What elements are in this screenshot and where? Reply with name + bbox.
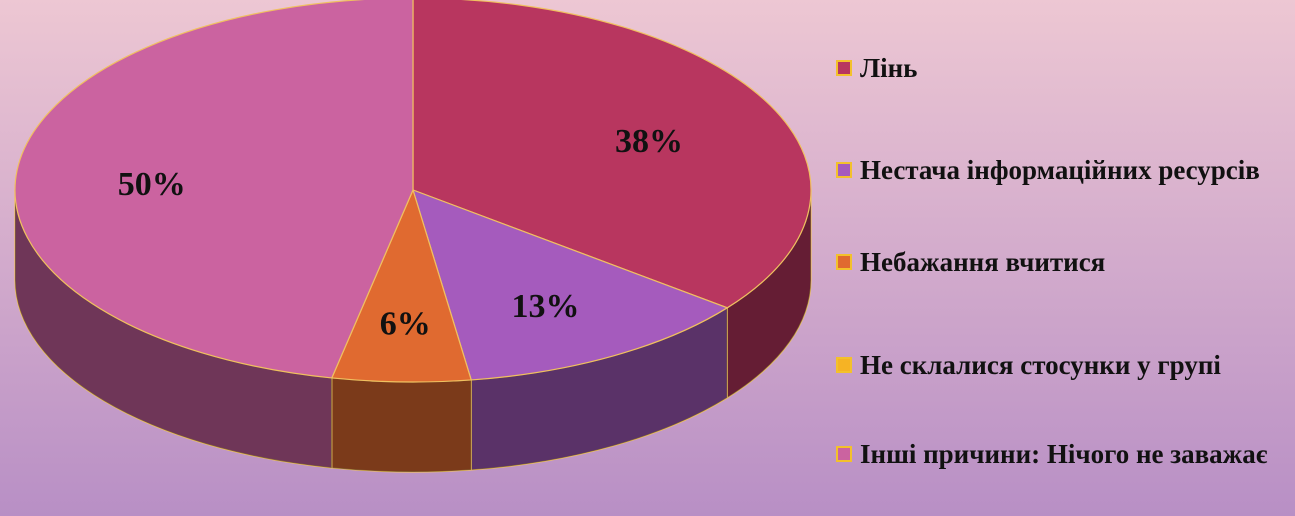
legend-label: Не склалися стосунки у групі — [860, 350, 1221, 380]
data-label: 50% — [118, 166, 186, 203]
legend-item: Лінь — [836, 46, 1286, 90]
legend-swatch — [836, 60, 852, 76]
legend-swatch — [836, 446, 852, 462]
pie-area: 38% 13% 6% 50% — [14, 0, 812, 473]
legend-label: Нестача інформаційних ресурсів — [860, 155, 1260, 185]
slice-side-shade — [331, 377, 472, 472]
slice — [330, 188, 473, 383]
slice-side-shade — [727, 190, 811, 398]
slice — [412, 189, 729, 381]
legend-item: Небажання вчитися — [836, 240, 1286, 284]
slice — [412, 0, 812, 309]
slice-side-shade — [15, 190, 332, 468]
legend-label: Інші причини: Нічого не заважає — [860, 439, 1268, 469]
legend-swatch — [836, 254, 852, 270]
legend-item: Не склалися стосунки у групі — [836, 343, 1286, 387]
legend-label: Небажання вчитися — [860, 247, 1106, 277]
legend-swatch — [836, 357, 852, 373]
legend-item: Інші причини: Нічого не заважає — [836, 432, 1286, 476]
data-label: 6% — [380, 305, 431, 342]
slice-side-shade — [471, 307, 728, 470]
legend-swatch — [836, 162, 852, 178]
legend-item: Нестача інформаційних ресурсів — [836, 148, 1286, 192]
data-label: 38% — [615, 123, 683, 160]
data-label: 13% — [511, 288, 579, 325]
slice — [14, 0, 414, 379]
legend-label: Лінь — [860, 53, 918, 83]
